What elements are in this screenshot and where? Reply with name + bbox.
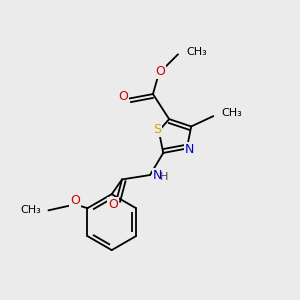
Text: O: O	[70, 194, 80, 207]
Text: N: N	[185, 143, 194, 157]
Text: O: O	[155, 64, 165, 78]
Text: CH₃: CH₃	[186, 47, 207, 57]
Text: O: O	[118, 90, 128, 103]
Text: CH₃: CH₃	[20, 206, 41, 215]
Text: S: S	[153, 124, 161, 136]
Text: CH₃: CH₃	[221, 108, 242, 118]
Text: N: N	[153, 169, 162, 182]
Text: H: H	[160, 172, 169, 182]
Text: O: O	[108, 198, 118, 211]
